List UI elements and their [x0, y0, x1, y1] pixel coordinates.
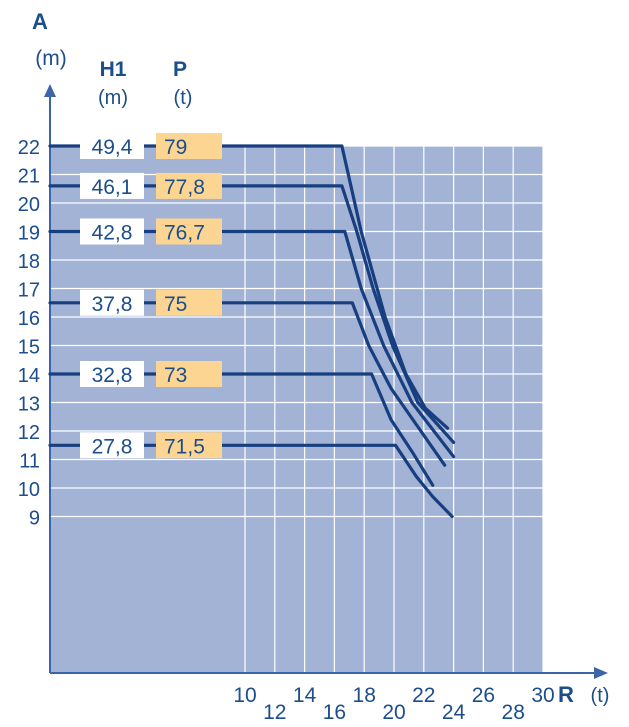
x-axis-title: R — [558, 682, 574, 707]
series-line — [48, 301, 447, 467]
y-tick-label: 15 — [18, 337, 40, 359]
x-tick-label: 24 — [442, 701, 466, 724]
x-tick-label: 16 — [323, 701, 346, 724]
p-value-label: 75 — [164, 293, 187, 316]
x-axis-unit: (t) — [591, 685, 610, 707]
y-tick-label: 19 — [18, 223, 40, 245]
series-line — [48, 372, 435, 487]
y-tick-label: 17 — [18, 280, 40, 302]
x-tick-label: 14 — [293, 684, 317, 707]
y-tick-label: 16 — [18, 308, 40, 330]
y-tick-label: 12 — [18, 422, 40, 444]
p-column-unit: (t) — [174, 87, 193, 109]
p-value-label: 71,5 — [164, 435, 205, 458]
p-value-box — [156, 361, 222, 387]
p-value-label: 77,8 — [164, 176, 205, 199]
y-tick-label: 10 — [18, 479, 40, 501]
y-tick-label: 13 — [18, 394, 40, 416]
h1-value-label: 27,8 — [92, 435, 133, 458]
y-tick-label: 11 — [19, 451, 40, 473]
h1-value-box — [80, 289, 144, 316]
y-tick-label: 22 — [18, 137, 40, 159]
h1-value-label: 46,1 — [92, 176, 133, 199]
x-tick-label: 10 — [233, 684, 256, 707]
series-line — [48, 184, 456, 444]
p-value-label: 79 — [164, 136, 187, 159]
p-value-label: 73 — [164, 364, 187, 387]
x-tick-label: 28 — [502, 701, 525, 724]
p-value-box — [156, 133, 222, 159]
y-axis-title: A — [32, 9, 48, 34]
y-tick-label: 20 — [18, 194, 40, 216]
y-axis-arrow — [44, 84, 56, 97]
y-tick-label: 18 — [18, 251, 40, 273]
y-tick-label: 21 — [18, 166, 40, 188]
h1-value-box — [80, 218, 144, 245]
h1-column-title: H1 — [100, 58, 127, 81]
series-line — [48, 144, 450, 430]
h1-value-box — [80, 432, 144, 459]
p-value-box — [156, 432, 222, 459]
x-tick-label: 22 — [412, 684, 435, 707]
p-value-box — [156, 218, 222, 245]
x-tick-label: 18 — [353, 684, 376, 707]
h1-value-label: 42,8 — [92, 222, 133, 245]
p-value-box — [156, 289, 222, 316]
series-line — [48, 443, 454, 519]
h1-column-unit: (m) — [98, 87, 128, 109]
p-column-title: P — [173, 58, 187, 81]
series-line — [48, 229, 456, 459]
y-tick-label: 9 — [29, 508, 40, 530]
x-tick-label: 30 — [531, 684, 554, 707]
h1-value-box — [80, 172, 144, 199]
p-value-label: 76,7 — [164, 222, 205, 245]
x-tick-label: 26 — [472, 684, 495, 707]
y-tick-label: 14 — [18, 365, 40, 387]
h1-value-box — [80, 361, 144, 387]
p-value-box — [156, 172, 222, 199]
x-axis-arrow — [594, 667, 608, 679]
h1-value-label: 32,8 — [92, 364, 133, 387]
h1-value-box — [80, 133, 144, 159]
y-axis-unit: (m) — [35, 47, 66, 70]
x-tick-label: 20 — [382, 701, 405, 724]
h1-value-label: 49,4 — [92, 136, 133, 159]
h1-value-label: 37,8 — [92, 293, 133, 316]
x-tick-label: 12 — [263, 701, 286, 724]
